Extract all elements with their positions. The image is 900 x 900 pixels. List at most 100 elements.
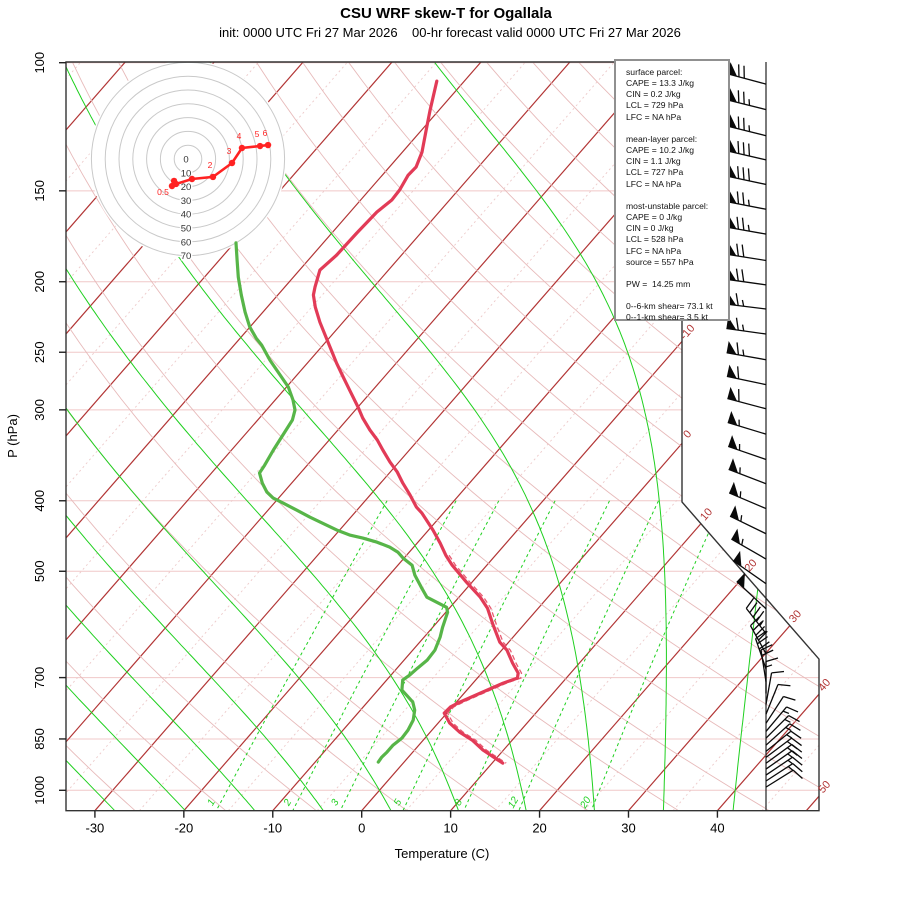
dry-adiabat-line — [716, 62, 819, 811]
isotherm-line — [66, 62, 393, 811]
chart-subtitle: init: 0000 UTC Fri 27 Mar 2026 00-hr for… — [219, 25, 681, 40]
wind-barb — [727, 88, 767, 111]
mixing-ratio-label: 8 — [453, 797, 466, 808]
wind-barb — [765, 670, 785, 705]
wind-barb — [765, 769, 803, 788]
temperature-curve — [311, 79, 520, 765]
dry-adiabat-line — [440, 62, 819, 811]
mixing-ratio-line — [216, 500, 388, 811]
parcel-info-line: CAPE = 10.2 J/kg — [626, 145, 695, 156]
hodograph-ring-label: 60 — [181, 237, 192, 248]
parcel-info-line — [626, 290, 728, 301]
dry-adiabat-line — [256, 62, 819, 811]
moist-adiabat-line — [66, 62, 324, 811]
parcel-info-line: surface parcel: — [626, 67, 683, 77]
wind-barb — [728, 481, 767, 510]
wind-barb — [736, 572, 767, 610]
pressure-tick-label: 100 — [32, 52, 47, 74]
mixing-ratio-line — [340, 500, 500, 811]
wind-barb — [765, 695, 796, 724]
isotherm-edge-label: 10 — [698, 506, 715, 523]
parcel-info-box: surface parcel: CAPE = 13.3 J/kg CIN = 0.2… — [614, 59, 730, 322]
dry-adiabat-line — [66, 62, 407, 811]
wind-barb — [765, 723, 801, 746]
mixing-ratio-label: 12 — [506, 795, 521, 811]
parcel-info-line: CIN = 1.1 J/kg — [626, 156, 681, 167]
moist-adiabat-line — [66, 62, 459, 811]
wind-barb — [727, 435, 767, 461]
parcel-info-line: most-unstable parcel: — [626, 200, 709, 211]
mixing-ratio-line — [463, 500, 610, 811]
hodograph-trace-point — [172, 180, 180, 188]
hodograph-trace-point — [209, 173, 217, 181]
parcel-info-line: CIN = 0 J/kg — [626, 223, 674, 234]
wind-barb — [727, 411, 767, 435]
parcel-info-line — [626, 123, 728, 134]
parcel-info-line: LCL = 729 hPa — [626, 100, 684, 111]
wind-barb — [727, 114, 767, 137]
wind-barb — [726, 364, 767, 386]
hodograph-trace-point — [238, 144, 246, 152]
hodograph-ring-label: 70 — [181, 251, 192, 262]
isotherm-line — [139, 62, 793, 811]
wind-barb — [729, 505, 767, 535]
isotherm-line — [672, 62, 819, 811]
isotherm-line — [227, 62, 819, 811]
temperature-tick-label: 30 — [621, 821, 635, 836]
parcel-info-line: LFC = NA hPa — [626, 178, 682, 189]
isotherm-line — [66, 62, 571, 811]
hodograph-ring — [173, 144, 203, 174]
parcel-info-line: mean-layer parcel: — [626, 133, 698, 144]
dry-adiabat-line — [486, 62, 819, 811]
dry-adiabat-line — [66, 62, 316, 811]
wind-barb — [726, 164, 767, 186]
wind-barb — [726, 242, 767, 262]
mixing-ratio-label: 1 — [206, 798, 218, 808]
mixing-ratio-line — [402, 500, 556, 811]
hodograph-ring-label: 30 — [181, 196, 192, 207]
temperature-axis-title: Temperature (C) — [395, 846, 490, 861]
wind-barb — [726, 267, 767, 286]
mixing-ratio-label: 20 — [578, 795, 594, 811]
isotherm-line — [66, 62, 615, 811]
wind-barbs — [726, 62, 803, 811]
wind-barb — [726, 292, 767, 310]
hodograph-ring-label: 50 — [181, 224, 192, 235]
hodograph-trace-point — [188, 175, 196, 183]
wind-barb — [745, 597, 767, 634]
isotherm-line — [539, 62, 819, 811]
mixing-ratio-line — [518, 500, 659, 811]
dewpoint-curve — [234, 241, 450, 764]
hodograph-ring-label: 0 — [183, 155, 188, 166]
wind-barb — [731, 528, 767, 560]
wind-barb — [760, 644, 774, 682]
parcel-info-line: CAPE = 0 J/kg — [626, 212, 683, 223]
isotherm-line — [805, 62, 819, 811]
hodograph-trace-point — [228, 159, 236, 167]
hodograph-ring — [118, 89, 258, 229]
hodograph-trace-point — [256, 142, 264, 150]
parcel-info-line — [626, 190, 728, 201]
mixing-ratio-labels: 1 2 3 5 8 12 20 — [206, 795, 594, 811]
pressure-tick-label: 700 — [32, 667, 47, 689]
temperature-tick-label: -30 — [86, 821, 105, 836]
isotherm-line — [66, 62, 660, 811]
pressure-tick-label: 300 — [32, 399, 47, 421]
isotherm-line — [851, 62, 900, 811]
parcel-info-line: LCL = 528 hPa — [626, 234, 684, 245]
parcel-info-line: CAPE = 13.3 J/kg — [626, 78, 695, 89]
moist-adiabat-line — [66, 62, 392, 811]
mixing-ratio-label: 2 — [282, 797, 295, 809]
parcel-info-line: LCL = 727 hPa — [626, 167, 684, 178]
hodograph-ring — [104, 75, 272, 243]
hodograph-ring — [146, 117, 230, 201]
dry-adiabat-line — [66, 62, 588, 811]
dry-adiabat-line — [809, 62, 819, 811]
hodograph-height-label: 5 — [255, 129, 260, 139]
isotherm-edge-label: -10 — [678, 322, 697, 342]
wind-barb — [732, 550, 767, 585]
hodograph-trace-point — [264, 141, 272, 149]
wind-barb — [727, 386, 767, 410]
mixing-ratio-line — [590, 500, 724, 811]
temperature-tick-label: -10 — [263, 821, 282, 836]
